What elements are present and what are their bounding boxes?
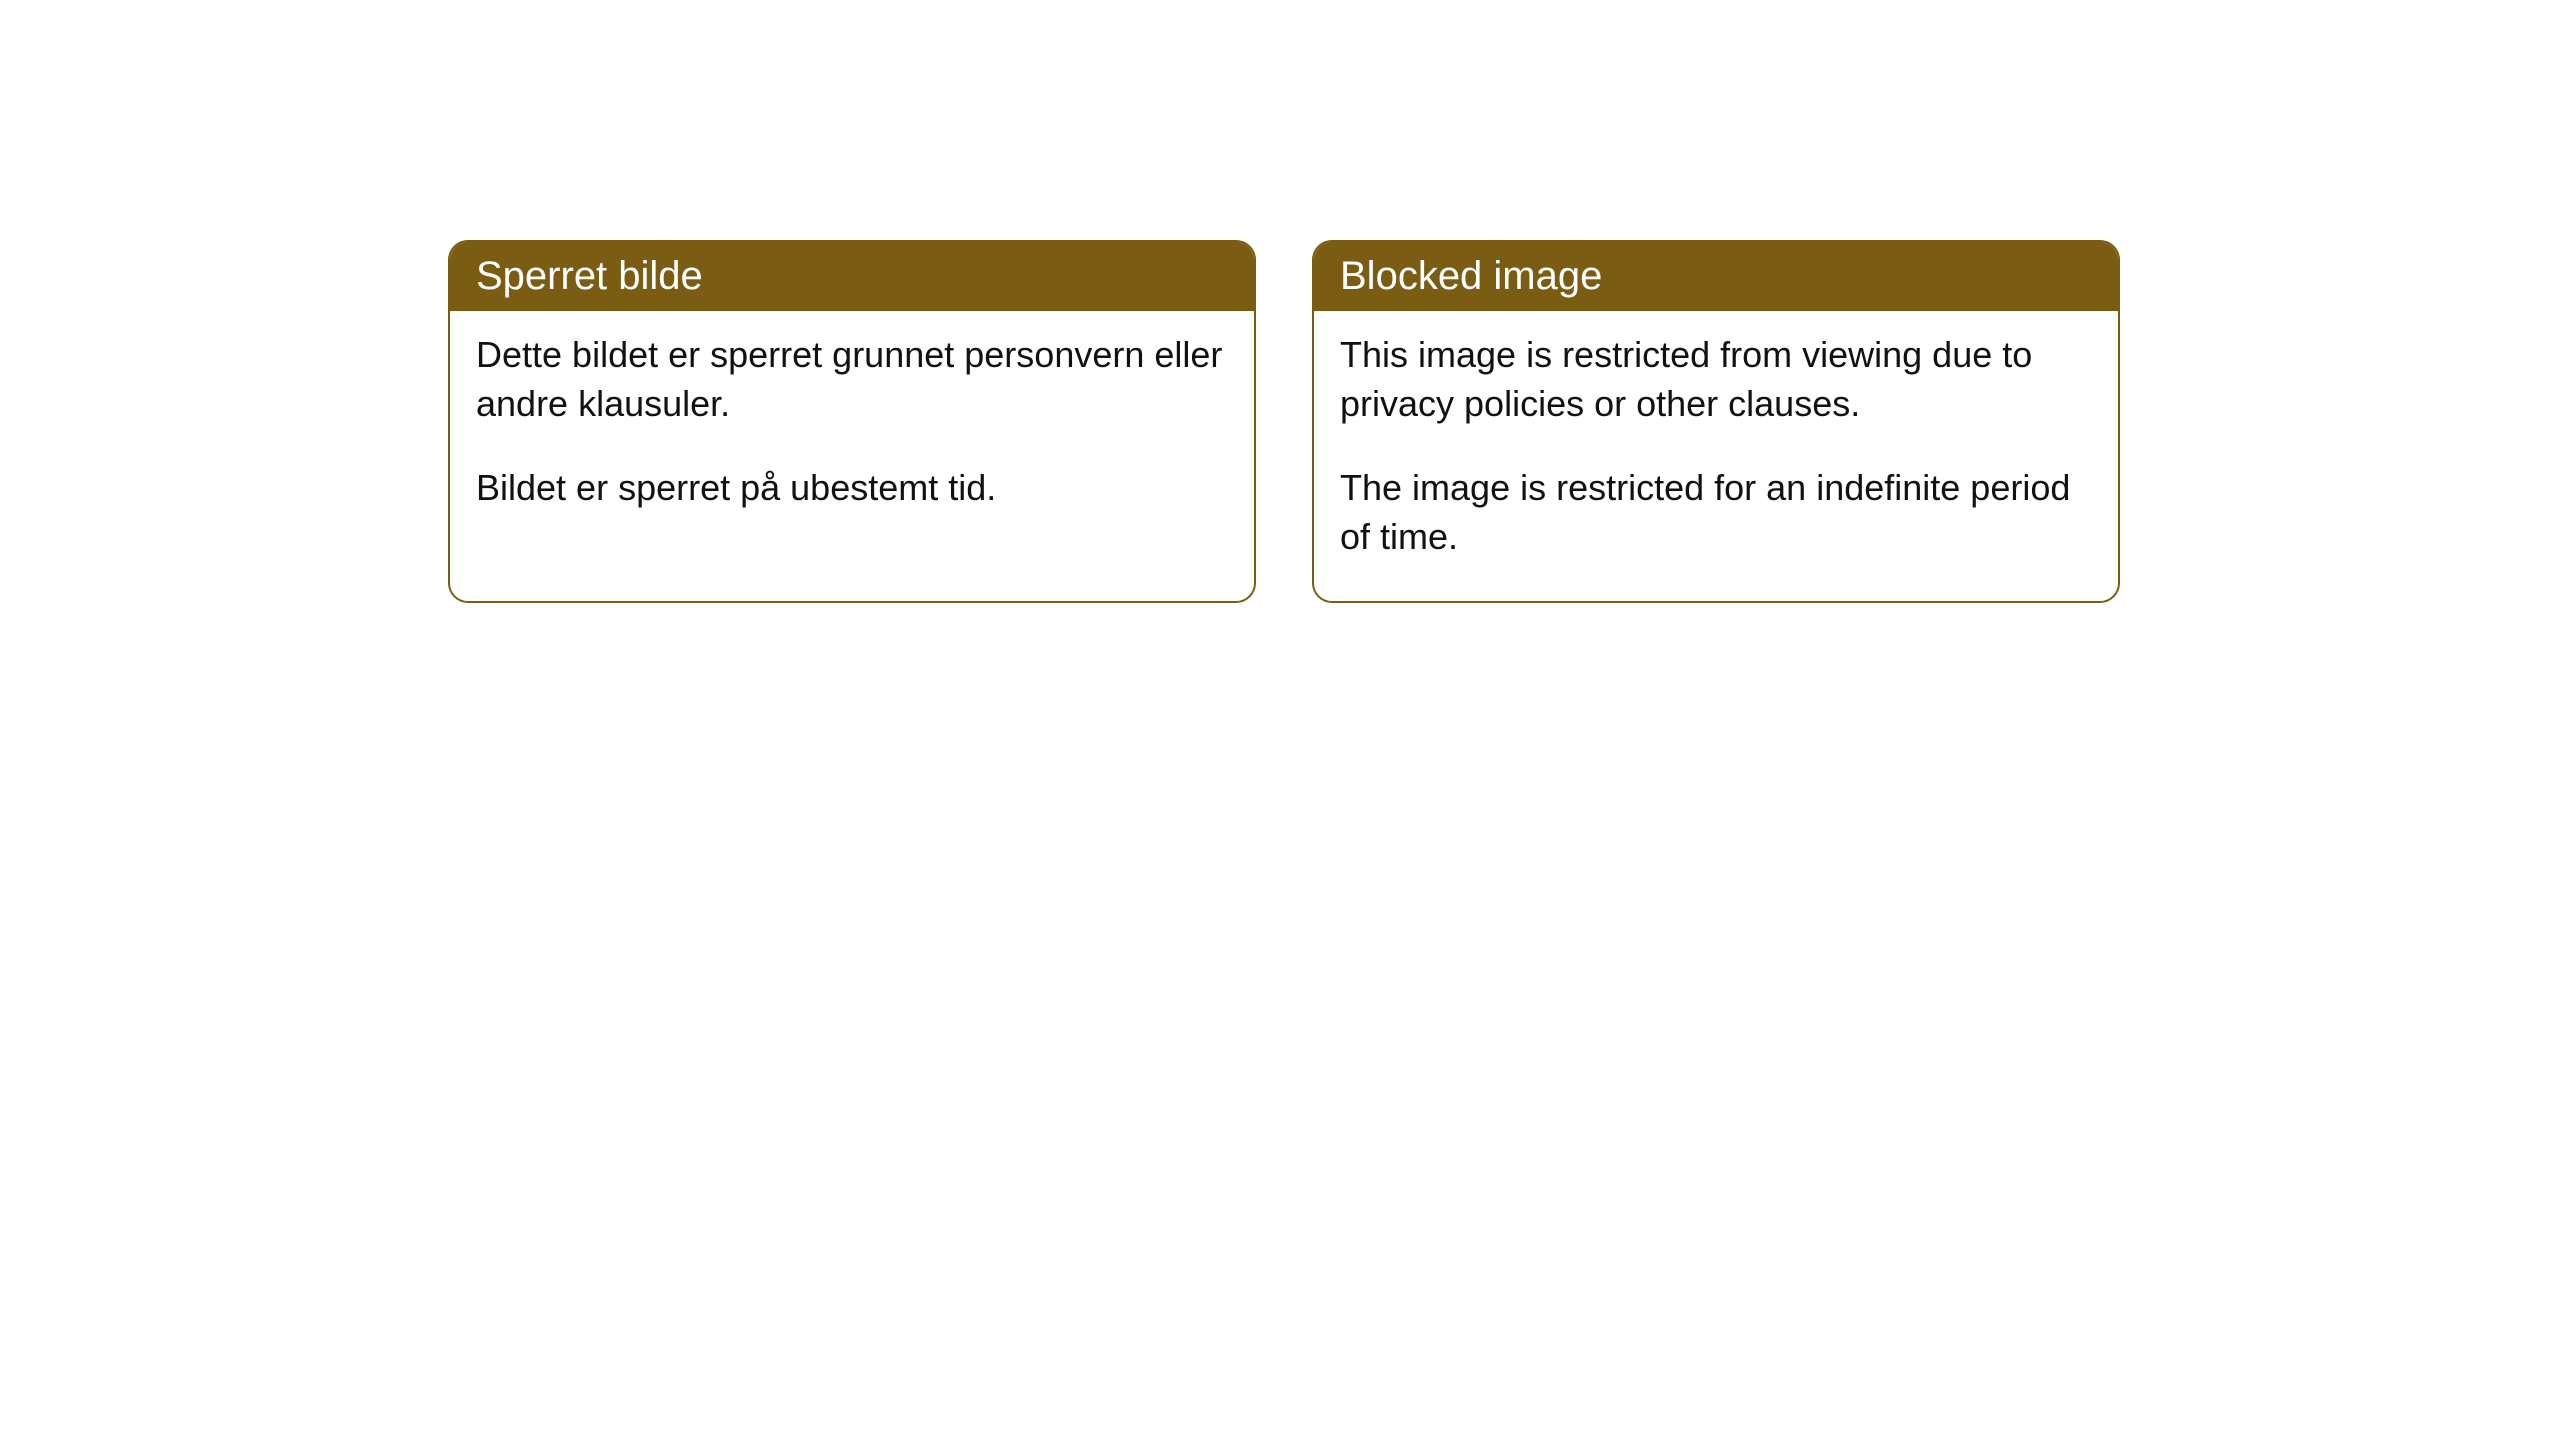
notice-paragraph: Bildet er sperret på ubestemt tid.	[476, 464, 1228, 513]
notice-cards-container: Sperret bilde Dette bildet er sperret gr…	[0, 0, 2560, 603]
notice-card-english: Blocked image This image is restricted f…	[1312, 240, 2120, 603]
notice-body-norwegian: Dette bildet er sperret grunnet personve…	[450, 311, 1254, 553]
notice-card-norwegian: Sperret bilde Dette bildet er sperret gr…	[448, 240, 1256, 603]
notice-body-english: This image is restricted from viewing du…	[1314, 311, 2118, 601]
notice-header-english: Blocked image	[1314, 242, 2118, 311]
notice-paragraph: This image is restricted from viewing du…	[1340, 331, 2092, 428]
notice-paragraph: The image is restricted for an indefinit…	[1340, 464, 2092, 561]
notice-header-norwegian: Sperret bilde	[450, 242, 1254, 311]
notice-paragraph: Dette bildet er sperret grunnet personve…	[476, 331, 1228, 428]
